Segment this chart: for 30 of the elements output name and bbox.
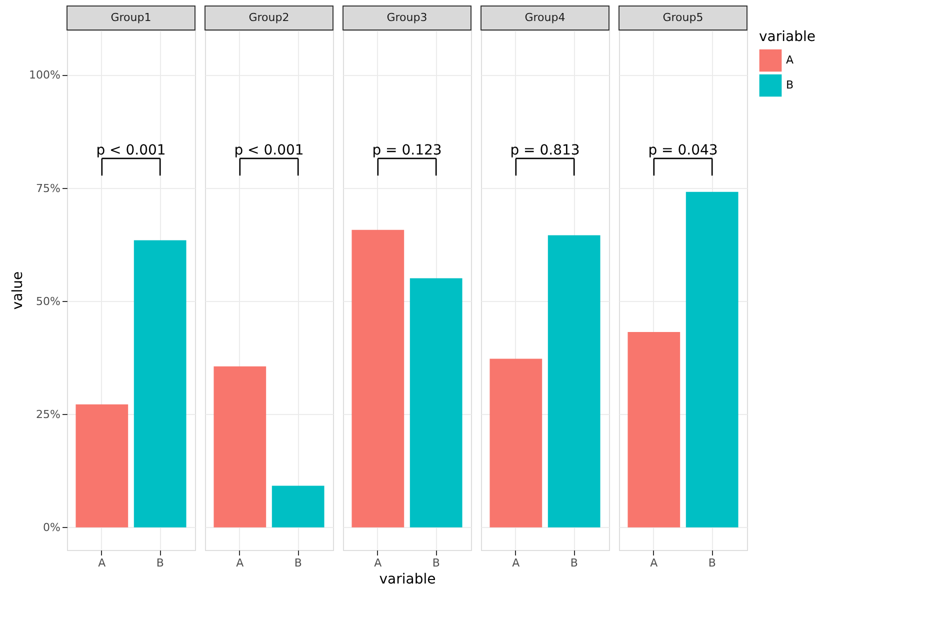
legend-label: A <box>786 54 794 66</box>
annotation: p = 0.043 <box>648 142 718 158</box>
legend-title: variable <box>759 29 816 45</box>
annotation: p < 0.001 <box>96 142 166 158</box>
x-tick-label: B <box>570 556 578 570</box>
x-tick-label: B <box>156 556 164 570</box>
x-tick-label: B <box>708 556 716 570</box>
chart-title: Group3 <box>386 11 428 24</box>
x-tick-label: A <box>236 556 244 570</box>
y-tick-label: 25% <box>36 408 60 421</box>
y-tick-label: 50% <box>36 294 60 308</box>
legend-label: B <box>786 78 794 92</box>
y-tick-label: 100% <box>29 68 60 82</box>
annotation: p = 0.813 <box>510 142 580 158</box>
x-axis-title: variable <box>379 572 436 588</box>
chart-title: Group4 <box>524 11 566 24</box>
y-tick-label: 75% <box>36 182 60 195</box>
chart-title: Group2 <box>248 11 290 24</box>
x-tick-label: A <box>512 556 520 570</box>
annotation: p < 0.001 <box>234 142 304 158</box>
x-tick-label: A <box>374 556 382 570</box>
x-tick-label: A <box>98 556 106 570</box>
x-tick-label: A <box>650 556 658 570</box>
annotation: p = 0.123 <box>372 142 442 158</box>
x-tick-label: B <box>432 556 440 570</box>
chart-title: Group5 <box>662 11 704 24</box>
y-tick-label: 0% <box>43 520 60 534</box>
y-axis-title: value <box>10 271 26 310</box>
chart-title: Group1 <box>110 11 152 24</box>
x-tick-label: B <box>294 556 302 570</box>
